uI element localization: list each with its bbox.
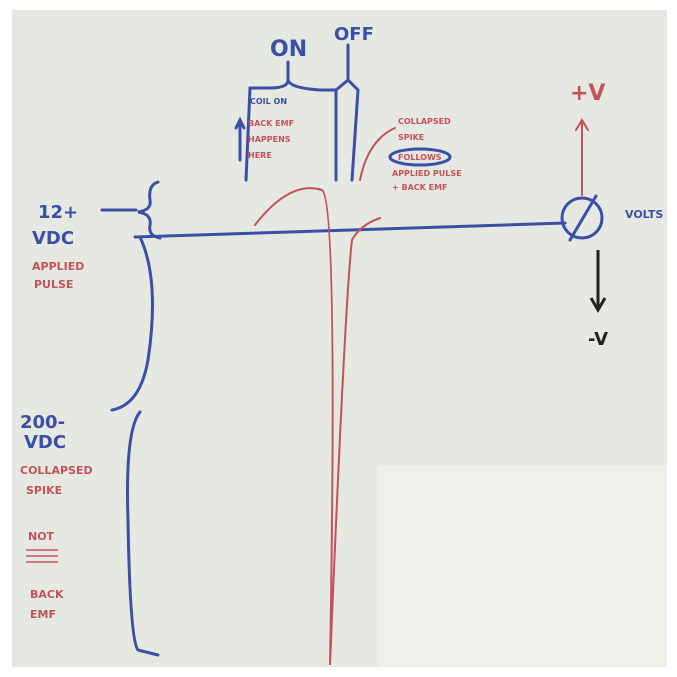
label: HAPPENS xyxy=(248,135,291,144)
plus-arrow xyxy=(575,118,589,196)
label: ON xyxy=(270,37,307,62)
top-brace xyxy=(137,180,162,240)
label: COLLAPSED xyxy=(20,464,93,477)
red-strokes xyxy=(254,118,589,666)
label: EMF xyxy=(30,608,56,621)
rail xyxy=(133,221,567,239)
label: PULSE xyxy=(34,278,73,291)
meter-slash xyxy=(568,194,598,242)
label: +V xyxy=(570,81,605,106)
minus-arrow xyxy=(589,250,607,313)
label: NOT xyxy=(28,530,55,543)
label: SPIKE xyxy=(26,484,62,497)
spike xyxy=(254,187,381,666)
label: 200- xyxy=(20,412,65,433)
left-brace xyxy=(110,235,160,657)
label: APPLIED PULSE xyxy=(392,169,462,178)
label: OFF xyxy=(334,24,374,45)
pointer xyxy=(359,127,396,181)
underline xyxy=(26,549,58,563)
label: BACK xyxy=(30,588,64,601)
label: 12+ xyxy=(38,202,78,223)
label: VOLTS xyxy=(625,208,663,221)
glare xyxy=(378,465,667,667)
on-off-bracket xyxy=(244,43,360,182)
black-strokes xyxy=(589,250,607,313)
label: HERE xyxy=(248,151,272,160)
up-arrow xyxy=(234,116,246,162)
label: VDC xyxy=(24,432,66,453)
label: BACK EMF xyxy=(248,119,294,128)
label: + BACK EMF xyxy=(392,183,448,192)
label: VDC xyxy=(32,228,74,249)
label: APPLIED xyxy=(32,260,84,273)
meter xyxy=(560,196,604,240)
label: COLLAPSED xyxy=(398,117,451,126)
label: -V xyxy=(588,329,608,350)
label: FOLLOWS xyxy=(398,153,442,162)
label: COIL ON xyxy=(250,97,287,106)
follows-circle xyxy=(388,147,452,167)
blue-strokes xyxy=(100,43,604,657)
label: SPIKE xyxy=(398,133,424,142)
